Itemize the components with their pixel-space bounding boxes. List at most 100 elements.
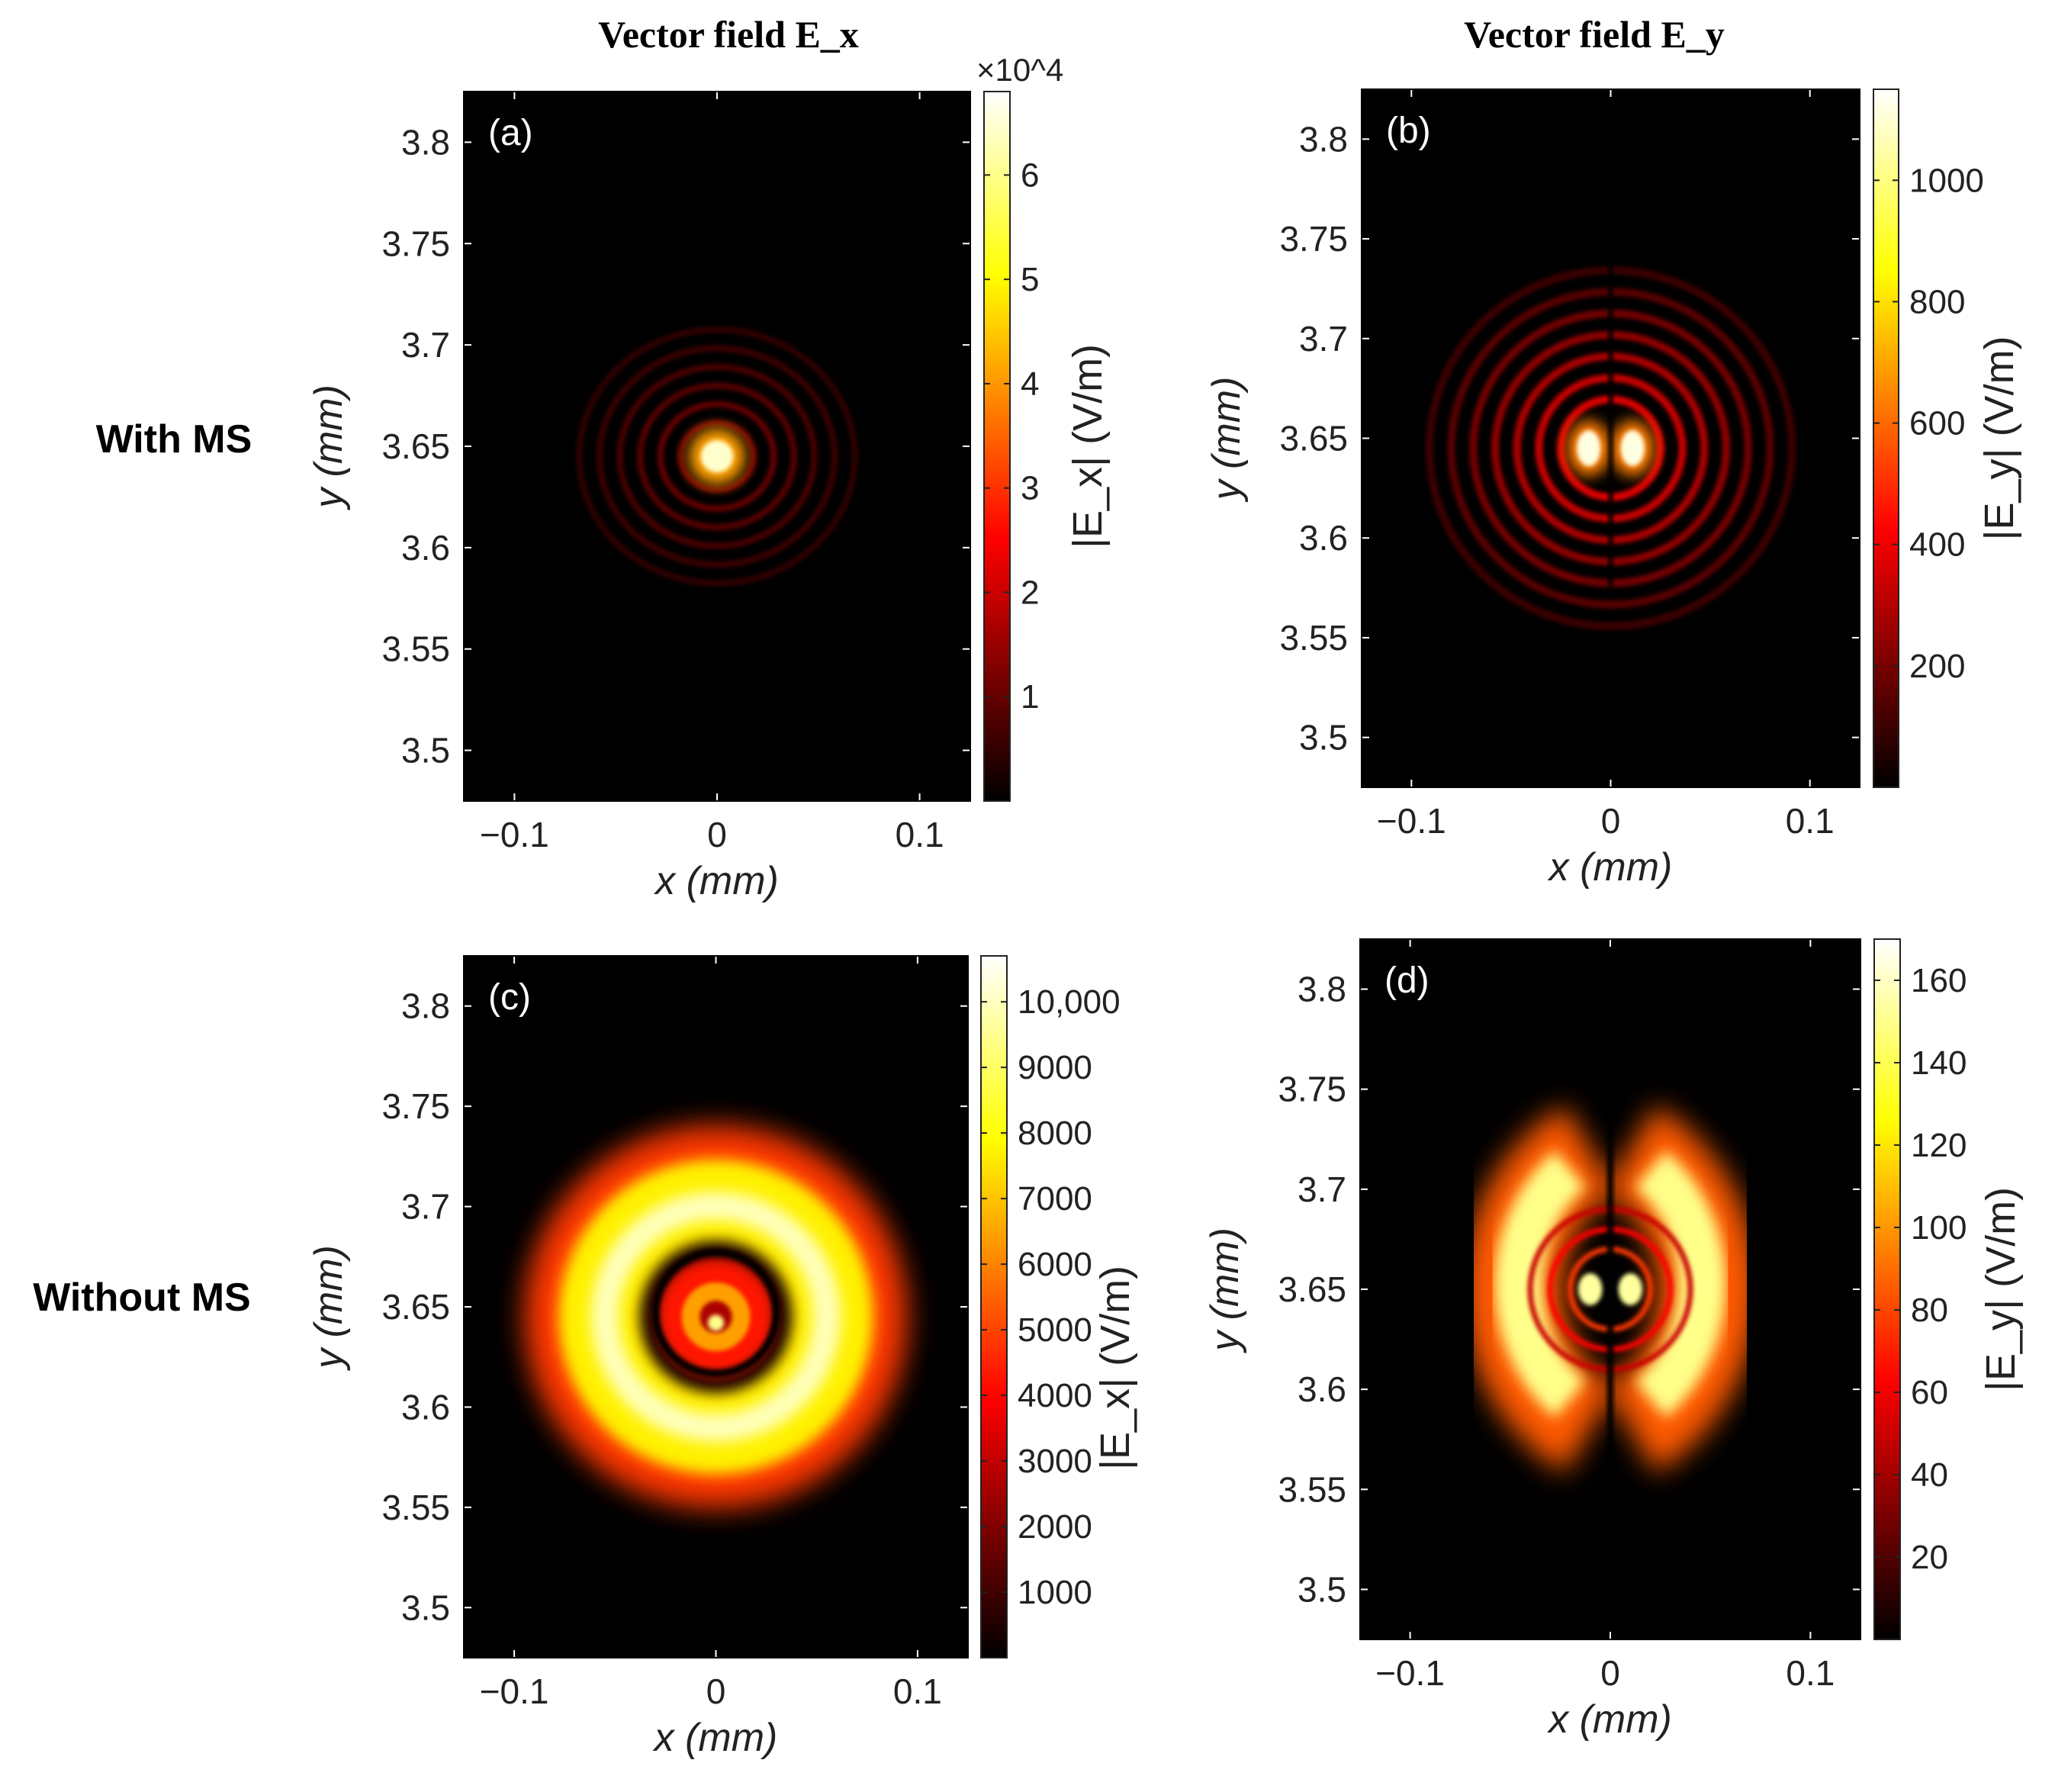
x-tick-label: −0.1 — [480, 1671, 549, 1711]
y-tick-label: 3.8 — [401, 122, 450, 162]
field-peak — [700, 440, 734, 473]
panel-label: (d) — [1384, 960, 1429, 1001]
colorbar-tick-label: 4 — [1021, 365, 1039, 403]
y-tick-label: 3.7 — [1299, 319, 1348, 359]
y-tick-label: 3.6 — [1298, 1369, 1346, 1409]
colorbar-tick-label: 1 — [1021, 678, 1039, 716]
axes-frame — [463, 955, 969, 1658]
x-tick-label: 0.1 — [1786, 1653, 1835, 1693]
colorbar-tick-label: 140 — [1911, 1044, 1967, 1082]
y-tick-label: 3.75 — [381, 1086, 450, 1126]
x-tick-label: 0.1 — [1786, 801, 1835, 841]
field-ring — [596, 345, 838, 568]
x-tick-label: −0.1 — [1377, 801, 1446, 841]
field-map — [576, 327, 858, 587]
column-title-ex: Vector field E_x — [598, 13, 859, 56]
axes-frame — [1361, 88, 1860, 788]
colorbar-tick-label: 2000 — [1018, 1508, 1092, 1546]
field-lobe-peak — [1620, 430, 1645, 467]
colorbar-label: |E_x| (V/m) — [1065, 344, 1111, 549]
y-tick-label: 3.65 — [1278, 1269, 1346, 1309]
x-tick-label: 0 — [1601, 801, 1621, 841]
panel-c: (c) −0.1 0 0.1 3.5 3.55 3.6 3.65 3.7 3.75 3.8 x (mm… — [307, 955, 1138, 1760]
colorbar-tick-label: 100 — [1911, 1209, 1967, 1247]
field-ring — [576, 327, 858, 587]
field-map — [1425, 249, 1796, 630]
field-map — [1462, 939, 1758, 1639]
y-tick-label: 3.65 — [1279, 419, 1348, 458]
y-tick-label: 3.55 — [381, 629, 450, 669]
y-tick-label: 3.7 — [401, 325, 450, 365]
x-tick-label: 0 — [1600, 1653, 1620, 1693]
y-axis-label: y (mm) — [307, 1245, 351, 1371]
panel-label: (a) — [488, 113, 533, 153]
colorbar-tick-label: 1000 — [1018, 1574, 1092, 1611]
field-map — [524, 1124, 908, 1509]
colorbar-label: |E_x| (V/m) — [1092, 1266, 1138, 1470]
x-tick-label: 0.1 — [896, 815, 944, 854]
x-tick-label: 0 — [707, 815, 727, 854]
y-tick-label: 3.6 — [401, 1387, 450, 1427]
colorbar-tick-label: 2 — [1021, 574, 1039, 611]
colorbar — [1873, 938, 1901, 1640]
field-center-peak — [707, 1314, 725, 1331]
y-tick-label: 3.7 — [401, 1187, 450, 1227]
y-tick-label: 3.5 — [401, 1588, 450, 1627]
colorbar-tick-label: 5000 — [1018, 1311, 1092, 1349]
colorbar-tick-label: 160 — [1911, 962, 1967, 999]
y-tick-label: 3.5 — [401, 731, 450, 771]
panel-a: (a) −0.1 0 0.1 3.5 3.55 3.6 3.65 3.7 3.75 3.8 x (mm… — [307, 52, 1111, 903]
y-axis-label: y (mm) — [307, 384, 351, 510]
colorbar-tick-label: 60 — [1911, 1374, 1948, 1411]
y-tick-label: 3.6 — [1299, 518, 1348, 558]
axes-frame — [1359, 938, 1861, 1640]
field-crescent — [1494, 1150, 1587, 1418]
field-ring — [616, 363, 818, 549]
colorbar-tick-label: 80 — [1911, 1292, 1948, 1329]
x-tick-label: −0.1 — [1375, 1653, 1445, 1693]
panel-d: (d) −0.1 0 0.1 3.5 3.55 3.6 3.65 3.7 3.75 3.8 x (mm… — [1203, 938, 2024, 1742]
colorbar-tick-label: 400 — [1909, 526, 1965, 564]
colorbar-tick-label: 10,000 — [1018, 983, 1121, 1021]
colorbar-tick-label: 3 — [1021, 470, 1039, 507]
field-null-line — [1608, 249, 1613, 588]
field-dark-ring — [651, 1248, 780, 1378]
x-tick-label: 0.1 — [893, 1671, 942, 1711]
colorbar-tick-label: 1000 — [1909, 162, 1984, 199]
colorbar-tick-label: 9000 — [1018, 1049, 1092, 1086]
field-annulus-peak — [590, 1192, 841, 1443]
colorbar-tick-label: 200 — [1909, 648, 1965, 685]
row-label-with-ms: With MS — [96, 417, 252, 462]
colorbar-tick-label: 6000 — [1018, 1246, 1092, 1283]
colorbar-tick-label: 20 — [1911, 1539, 1948, 1576]
field-lobe-peak — [1578, 1273, 1603, 1305]
x-axis-label: x (mm) — [652, 1716, 778, 1760]
colorbar-label: |E_y| (V/m) — [1976, 336, 2022, 540]
x-axis-label: x (mm) — [653, 859, 779, 903]
field-ring — [657, 401, 777, 512]
colorbar — [980, 955, 1008, 1658]
panel-b: (b) −0.1 0 0.1 3.5 3.55 3.6 3.65 3.7 3.75 3.8 x (mm… — [1204, 88, 2022, 890]
y-tick-label: 3.75 — [381, 224, 450, 263]
field-lobe-peak — [1618, 1273, 1642, 1305]
y-tick-label: 3.8 — [1299, 119, 1348, 159]
colorbar-tick-label: 600 — [1909, 405, 1965, 442]
field-ring — [677, 420, 757, 494]
colorbar-label: |E_y| (V/m) — [1978, 1187, 2024, 1391]
x-tick-label: −0.1 — [480, 815, 549, 854]
colorbar-tick-label: 5 — [1021, 261, 1039, 298]
colorbar-tick-label: 3000 — [1018, 1443, 1092, 1480]
colorbar-tick-label: 40 — [1911, 1456, 1948, 1494]
y-axis-label: y (mm) — [1203, 1227, 1247, 1353]
field-crescent — [1634, 1150, 1726, 1418]
y-tick-label: 3.8 — [401, 986, 450, 1026]
y-tick-label: 3.75 — [1279, 219, 1348, 259]
y-tick-label: 3.55 — [1278, 1469, 1346, 1509]
y-tick-label: 3.55 — [381, 1488, 450, 1527]
field-null-line — [1607, 939, 1613, 1639]
panel-label: (c) — [488, 977, 531, 1018]
colorbar-tick-label: 7000 — [1018, 1180, 1092, 1218]
row-label-without-ms: Without MS — [33, 1276, 250, 1320]
